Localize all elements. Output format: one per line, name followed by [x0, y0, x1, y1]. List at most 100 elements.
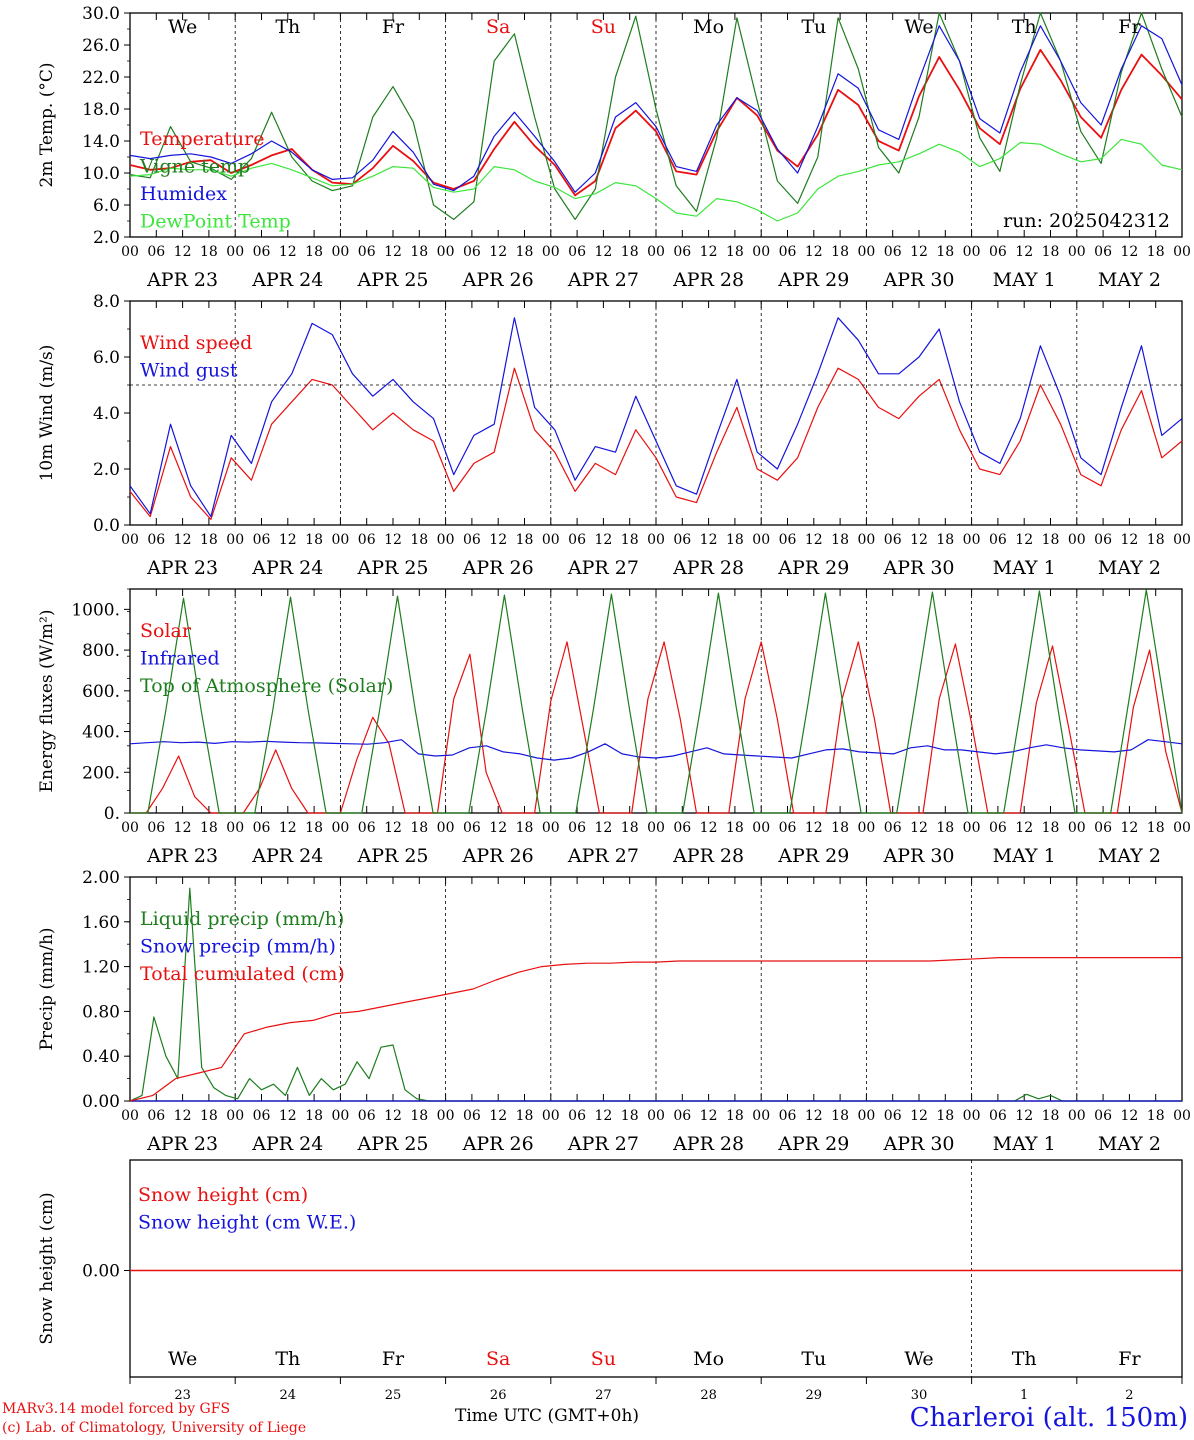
hour-tick-label: 12: [1015, 1108, 1033, 1124]
y-tick-label: 0.40: [82, 1047, 120, 1067]
y-tick-label: 400.: [82, 723, 120, 743]
hour-tick-label: 06: [358, 244, 376, 260]
hour-tick-label: 06: [884, 532, 902, 548]
hour-tick-label: 12: [174, 532, 192, 548]
hour-tick-label: 12: [700, 820, 718, 836]
hour-tick-label: 18: [936, 532, 954, 548]
y-tick-label: 1.60: [82, 913, 120, 933]
series-line-top-of-atmosphere-solar-: [130, 589, 1183, 814]
date-label: APR 30: [882, 1133, 954, 1155]
hour-tick-label: 18: [516, 1108, 534, 1124]
weekday-label: Tu: [801, 16, 826, 38]
hour-tick-label: 00: [331, 244, 349, 260]
hour-tick-label: 18: [410, 1108, 428, 1124]
series-line-wind-gust: [129, 317, 1183, 518]
hour-tick-label: 00: [542, 820, 560, 836]
hour-tick-label: 00: [121, 820, 139, 836]
series-line-vigne-temp: [129, 12, 1183, 220]
hour-tick-label: 00: [857, 1108, 875, 1124]
hour-tick-label: 18: [1147, 820, 1165, 836]
day-number-label: 26: [490, 1388, 507, 1403]
weekday-label: Th: [275, 1348, 300, 1370]
hour-tick-label: 18: [621, 820, 639, 836]
hour-tick-label: 00: [121, 1108, 139, 1124]
day-number-label: 23: [174, 1388, 191, 1403]
hour-tick-label: 06: [989, 1108, 1007, 1124]
weekday-label: Tu: [801, 1348, 826, 1370]
weekday-label: We: [904, 16, 933, 38]
y-tick-label: 2.0: [93, 460, 120, 480]
date-label: APR 24: [251, 557, 323, 579]
hour-tick-label: 18: [1147, 244, 1165, 260]
hour-tick-label: 06: [463, 820, 481, 836]
hour-tick-label: 00: [752, 820, 770, 836]
hour-tick-label: 06: [568, 820, 586, 836]
hour-tick-label: 00: [752, 244, 770, 260]
hour-tick-label: 00: [647, 1108, 665, 1124]
hour-tick-label: 00: [437, 820, 455, 836]
hour-tick-label: 00: [1173, 532, 1191, 548]
weekday-label: We: [168, 1348, 197, 1370]
hour-tick-label: 06: [673, 1108, 691, 1124]
hour-tick-label: 06: [463, 1108, 481, 1124]
y-tick-label: 0.80: [82, 1002, 120, 1022]
hour-tick-label: 12: [489, 1108, 507, 1124]
hour-tick-label: 00: [1173, 820, 1191, 836]
date-label: MAY 1: [993, 557, 1056, 579]
hour-tick-label: 00: [121, 532, 139, 548]
hour-tick-label: 12: [489, 532, 507, 548]
hour-tick-label: 06: [884, 820, 902, 836]
hour-tick-label: 06: [779, 532, 797, 548]
date-label: APR 24: [251, 269, 323, 291]
hour-tick-label: 18: [1147, 532, 1165, 548]
hour-tick-label: 12: [279, 820, 297, 836]
hour-tick-label: 00: [226, 1108, 244, 1124]
hour-tick-label: 12: [910, 1108, 928, 1124]
hour-tick-label: 00: [647, 244, 665, 260]
y-tick-label: 30.0: [82, 4, 120, 24]
hour-tick-label: 00: [1068, 1108, 1086, 1124]
hour-tick-label: 06: [673, 244, 691, 260]
date-label: APR 26: [462, 269, 534, 291]
date-label: APR 26: [462, 557, 534, 579]
y-axis-label: Energy fluxes (W/m²): [37, 610, 57, 793]
date-label: APR 23: [146, 845, 218, 867]
hour-tick-label: 06: [989, 532, 1007, 548]
y-tick-label: 2.00: [82, 868, 120, 888]
hour-tick-label: 18: [1147, 1108, 1165, 1124]
series-line-wind-speed: [129, 367, 1183, 521]
hour-tick-label: 12: [910, 532, 928, 548]
legend-item: Liquid precip (mm/h): [140, 908, 344, 930]
day-number-label: 2: [1125, 1388, 1133, 1403]
hour-tick-label: 18: [305, 820, 323, 836]
hour-tick-label: 18: [1042, 532, 1060, 548]
weekday-label: Th: [1012, 1348, 1037, 1370]
hour-tick-label: 06: [358, 1108, 376, 1124]
hour-tick-label: 06: [253, 1108, 271, 1124]
legend-item: Wind speed: [140, 332, 252, 354]
weekday-label: Sa: [486, 16, 510, 38]
hour-tick-label: 18: [1042, 1108, 1060, 1124]
hour-tick-label: 06: [253, 244, 271, 260]
date-label: APR 29: [777, 269, 849, 291]
hour-tick-label: 00: [542, 532, 560, 548]
hour-tick-label: 06: [147, 532, 165, 548]
date-label: APR 25: [356, 557, 428, 579]
hour-tick-label: 00: [1173, 1108, 1191, 1124]
hour-tick-label: 06: [673, 820, 691, 836]
date-label: APR 25: [356, 269, 428, 291]
hour-tick-label: 18: [936, 244, 954, 260]
hour-tick-label: 00: [1173, 244, 1191, 260]
date-label: APR 24: [251, 845, 323, 867]
hour-tick-label: 06: [884, 1108, 902, 1124]
y-tick-label: 1000.: [71, 600, 120, 620]
date-label: MAY 1: [993, 845, 1056, 867]
legend-item: Total cumulated (cm): [140, 963, 345, 985]
legend-item: Snow height (cm W.E.): [138, 1212, 356, 1234]
hour-tick-label: 18: [936, 820, 954, 836]
hour-tick-label: 06: [779, 820, 797, 836]
hour-tick-label: 00: [226, 532, 244, 548]
hour-tick-label: 18: [200, 1108, 218, 1124]
date-label: MAY 2: [1098, 557, 1161, 579]
